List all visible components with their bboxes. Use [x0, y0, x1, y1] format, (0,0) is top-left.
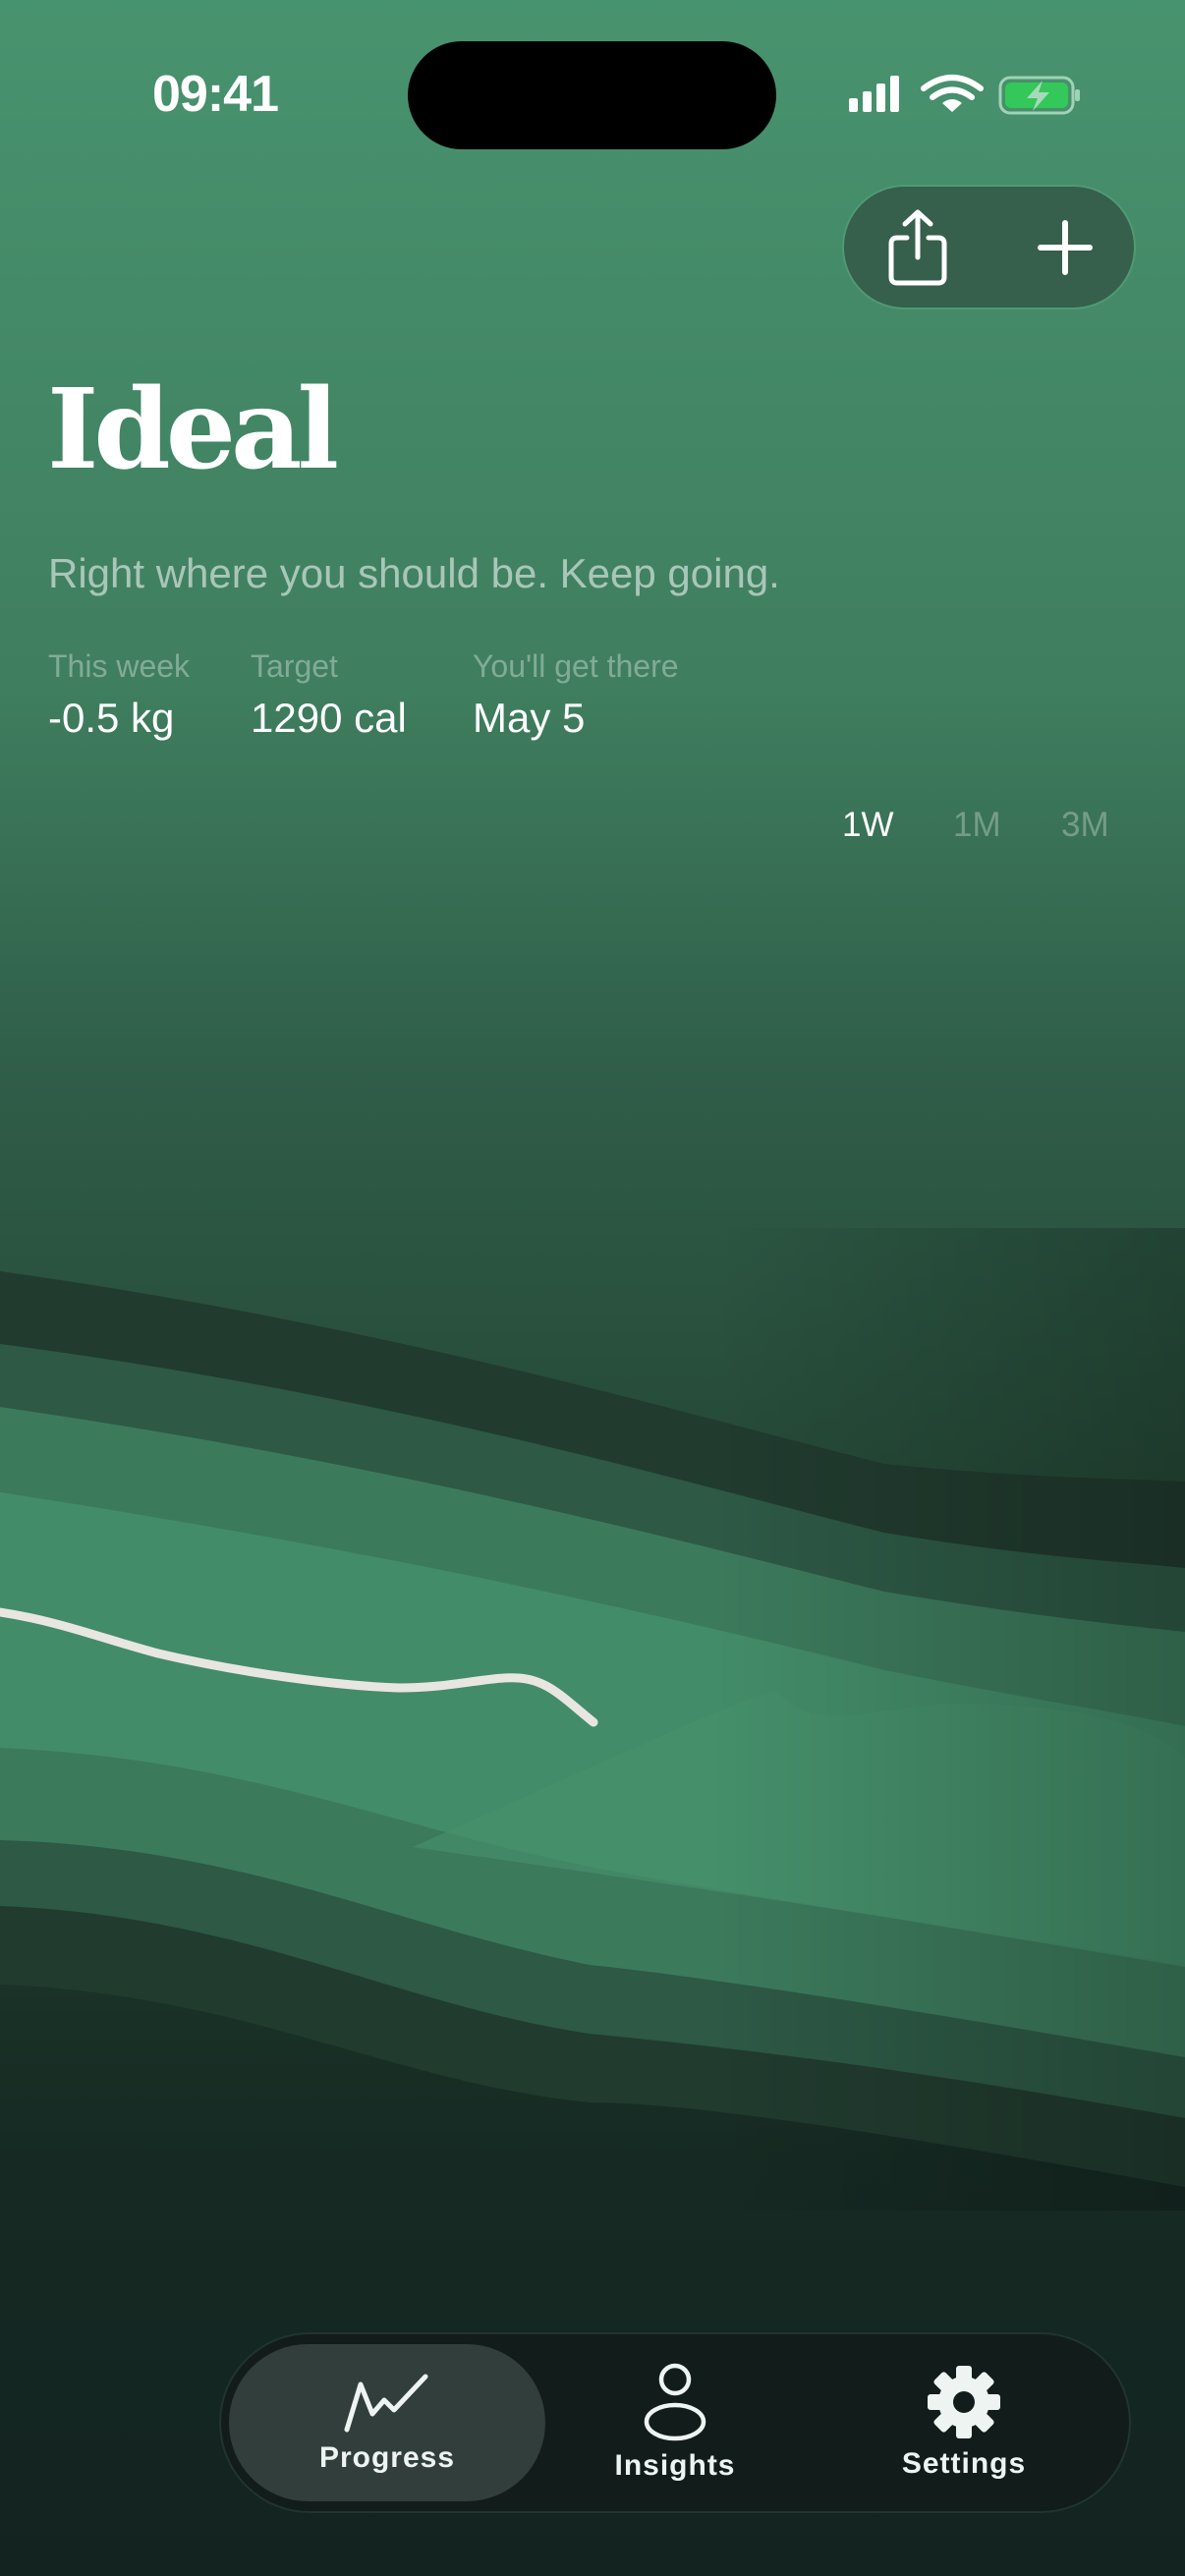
wifi-icon: [921, 75, 984, 112]
range-tab-3m[interactable]: 3M: [1061, 806, 1109, 844]
progress-chart-icon: [344, 2374, 428, 2433]
range-tab-1m[interactable]: 1M: [953, 806, 1001, 844]
stat-label: This week: [48, 648, 191, 684]
status-icons: [847, 73, 1083, 127]
range-tab-1w[interactable]: 1W: [842, 806, 894, 844]
battery-charging-icon: [998, 76, 1080, 115]
gear-icon: [928, 2366, 1000, 2438]
tab-settings[interactable]: Settings: [817, 2344, 1111, 2501]
tab-label: Insights: [614, 2449, 736, 2482]
person-icon: [644, 2363, 706, 2441]
stat-label: Target: [251, 648, 338, 684]
stat-value: -0.5 kg: [48, 695, 175, 741]
plus-icon: [1038, 219, 1093, 275]
action-pill: [842, 185, 1136, 309]
stat-value: May 5: [473, 695, 586, 741]
weight-trend: [0, 1607, 598, 1727]
cellular-signal-icon: [849, 76, 899, 112]
status-time: 09:41: [152, 66, 279, 123]
stat-eta: You'll get there May 5: [473, 648, 679, 742]
status-message: Right where you should be. Keep going.: [48, 550, 780, 596]
tab-bar: Progress Insights: [219, 2332, 1131, 2513]
share-icon: [888, 209, 947, 285]
dynamic-island: [408, 41, 776, 149]
tab-label: Progress: [318, 2441, 456, 2474]
add-button[interactable]: [1001, 187, 1129, 308]
tab-label: Settings: [901, 2447, 1027, 2480]
page-title: Ideal: [47, 365, 339, 494]
stat-label: You'll get there: [473, 648, 679, 684]
stat-value: 1290 cal: [251, 695, 407, 741]
stat-this-week: This week -0.5 kg: [48, 648, 190, 742]
tab-progress[interactable]: Progress: [229, 2344, 545, 2501]
stat-target: Target 1290 cal: [251, 648, 407, 742]
share-button[interactable]: [854, 187, 982, 308]
tab-insights[interactable]: Insights: [528, 2344, 822, 2501]
